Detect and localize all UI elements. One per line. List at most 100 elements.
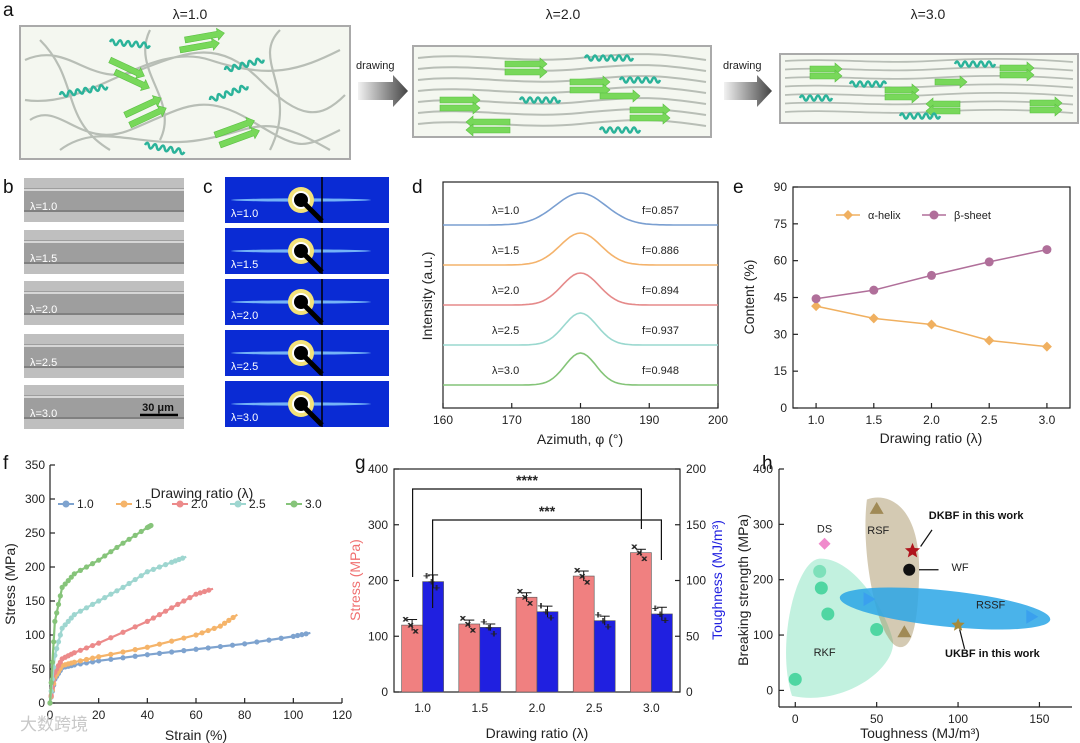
f-marker-1 [230,614,236,621]
f-marker-3 [150,566,157,572]
beta-sheet-arrow [108,56,145,80]
f-marker-1 [156,641,163,647]
f-xtick-label-2: 40 [141,708,155,722]
g-ytick-right-label-0: 0 [686,685,693,699]
g-sig-label-1: *** [539,503,556,519]
e-ylabel: Content (%) [741,260,757,335]
f-marker-0 [89,659,96,665]
f-marker-2 [193,591,199,597]
h-label-6: UKBF in this work [945,648,1041,660]
h-ytick-label-1: 100 [753,628,773,642]
h-label-3: WF [952,562,969,574]
g-sample-marker: × [631,542,637,554]
chain-0 [24,51,346,114]
e-ytick-label-3: 45 [774,291,788,305]
g-sample-marker: × [470,625,476,637]
f-marker-3 [77,608,84,614]
chain-2-6 [417,119,707,127]
f-marker-3 [68,615,74,621]
d-curve-label-4: λ=3.0 [492,365,519,377]
g-sample-marker: + [605,622,611,634]
f-marker-0 [132,653,138,659]
h-point-rssf-0 [863,592,876,607]
d-curve-label-3: λ=2.5 [492,325,519,337]
f-marker-1 [199,630,205,636]
f-marker-1 [71,659,77,665]
h-xtick-label-2: 100 [948,712,968,726]
d-xtick-label-2: 180 [570,413,590,427]
d-curve-f-4: f=0.948 [642,365,679,377]
f-ytick-label-2: 100 [25,628,45,642]
e-point-0-2 [926,319,937,330]
f-marker-4 [120,540,126,546]
f-marker-1 [211,625,217,631]
e-ytick-label-0: 0 [780,401,787,415]
beamstop-arm [299,402,324,427]
g-sample-marker: × [574,565,580,577]
beamstop-arm [299,351,324,376]
h-point-rkf-0 [788,672,802,686]
d-xtick-label-0: 160 [433,413,453,427]
f-legend-marker-1 [120,500,128,508]
g-sample-marker: × [584,577,590,589]
h-label-2: RSF [867,525,889,537]
f-marker-1 [169,638,175,644]
g-ylabel-left: Stress (MPa) [347,539,363,621]
f-marker-2 [120,629,126,635]
e-ytick-label-1: 15 [774,364,788,378]
panel-h-ashby: 0 100 200 300 400 0 50 100 150 RKF DS RSF WF RSSF DKB… [735,462,1072,741]
g-ytick-left-label-0: 0 [381,685,388,699]
d-xtick-label-1: 170 [502,413,522,427]
sem-fiber [24,291,184,315]
f-marker-2 [77,647,84,653]
f-marker-4 [68,574,74,580]
f-marker-3 [114,588,120,594]
g-sample-marker: × [522,592,528,604]
beta-sheet-arrow [809,69,843,83]
g-sample-marker: + [662,615,668,627]
f-ylabel: Stress (MPa) [2,543,18,625]
f-marker-3 [156,564,163,570]
d-curve-f-2: f=0.894 [642,285,679,297]
alpha-helix [898,112,942,120]
beta-sheet-arrow [999,68,1035,82]
f-marker-0 [266,637,272,643]
watermark: 大数跨境 [20,715,88,735]
f-ytick-label-4: 200 [25,560,45,574]
h-xlabel: Toughness (MJ/m³) [860,725,980,741]
e-frame [792,186,1071,409]
f-marker-4 [48,680,54,686]
f-marker-2 [181,598,187,604]
g-ytick-left-label-4: 400 [368,462,388,476]
g-sample-marker: + [433,583,439,595]
f-marker-4 [51,639,57,645]
chain-3-4 [784,91,1074,97]
f-marker-3 [180,555,186,561]
g-sample-marker: + [658,609,664,621]
sem-fiber [24,188,184,212]
h-region-rssf [839,587,1051,630]
g-sample-marker: + [424,571,430,583]
f-legend-marker-3 [234,500,242,508]
panel-f-stress-strain: 0 50 100 150 200 250 300 350 0 20 40 60 80 100 120 Dra… [2,458,352,743]
f-marker-1 [120,649,126,655]
f-marker-4 [57,593,63,599]
h-label-4: RSSF [976,599,1006,611]
f-marker-1 [96,654,102,660]
beta-sheet-arrow [439,101,481,115]
h-arrow-ukbf [959,629,966,650]
f-ytick-label-1: 50 [32,662,46,676]
g-sample-marker: × [517,586,523,598]
waxs-label-3: λ=2.5 [231,361,258,373]
alpha-helix [143,141,186,156]
chain-2-0 [417,53,707,61]
beta-sheet-arrow [184,27,225,44]
f-marker-0 [229,642,236,648]
panel-label-a: a [3,0,14,21]
g-sample-marker: × [636,548,642,560]
h-point-rkf-1 [813,564,827,578]
g-sample-marker: + [434,583,440,595]
h-xtick-label-3: 150 [1029,712,1049,726]
f-marker-4 [138,528,144,535]
g-ytick-left-label-3: 300 [368,518,388,532]
